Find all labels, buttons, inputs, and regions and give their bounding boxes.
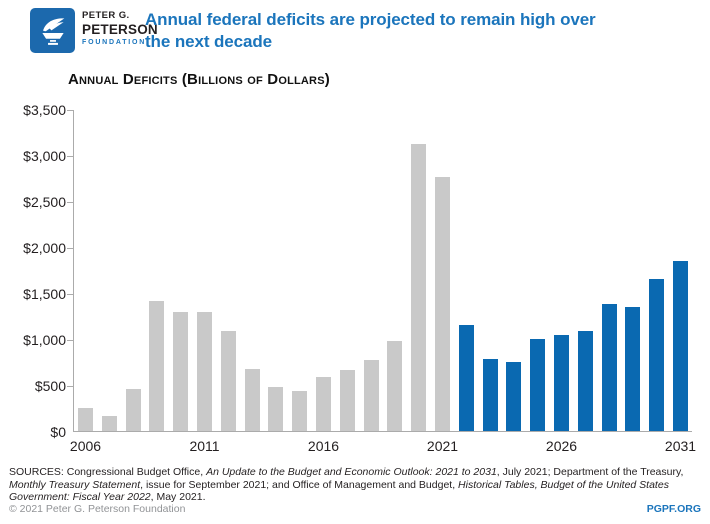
bar-2022 <box>458 325 474 431</box>
y-tick-mark <box>67 202 73 203</box>
bar-2010 <box>173 312 189 431</box>
brand-logo: PETER G. PETERSON FOUNDATION <box>30 8 158 53</box>
copyright-text: © 2021 Peter G. Peterson Foundation <box>9 503 186 515</box>
bar-2026 <box>553 335 569 431</box>
brand-wordmark: PETER G. PETERSON FOUNDATION <box>82 8 158 46</box>
y-tick-label: $2,500 <box>23 194 66 210</box>
y-tick-mark <box>67 386 73 387</box>
source-text: , May 2021. <box>150 491 206 504</box>
bar-2013 <box>244 368 260 431</box>
bar-2028 <box>601 303 617 431</box>
y-tick-mark <box>67 340 73 341</box>
y-tick-mark <box>67 110 73 111</box>
bar-2015 <box>292 390 308 431</box>
page-title-line-2: the next decade <box>145 32 272 52</box>
x-axis-line <box>73 431 692 432</box>
bar-2025 <box>530 338 546 431</box>
x-tick-label-2011: 2011 <box>189 438 220 454</box>
source-title: Monthly Treasury Statement <box>9 478 141 491</box>
y-axis-line <box>73 110 74 432</box>
torch-icon <box>41 17 64 45</box>
bar-2014 <box>268 386 284 431</box>
bar-2030 <box>649 279 665 431</box>
source-title: An Update to the Budget and Economic Out… <box>206 466 497 478</box>
x-tick-label-2021: 2021 <box>426 438 459 454</box>
source-text: , July 2021; Department of the Treasury, <box>496 466 684 478</box>
bar-2021 <box>434 176 450 431</box>
bar-2011 <box>196 311 212 431</box>
bar-2018 <box>363 359 379 431</box>
bar-2017 <box>339 370 355 431</box>
pgpf-org-link[interactable]: PGPF.ORG <box>646 503 701 515</box>
bar-2006 <box>78 408 93 431</box>
y-tick-label: $1,000 <box>23 332 66 348</box>
bar-2023 <box>482 358 498 431</box>
brand-line-3: FOUNDATION <box>82 39 147 46</box>
bar-2027 <box>577 331 593 431</box>
bar-2029 <box>625 306 641 431</box>
y-tick-label: $500 <box>34 378 66 394</box>
brand-line-1: PETER G. <box>82 10 130 21</box>
source-title: Historical Tables, Budget of the United … <box>9 478 669 504</box>
page-title: Annual federal deficits are projected to… <box>145 9 695 54</box>
page-title-line-1: Annual federal deficits are projected to… <box>145 10 596 29</box>
y-tick-label: $3,500 <box>23 102 66 118</box>
y-axis-labels: $0 $500 $1,000 $1,500 $2,000 $2,500 $3,000 $3,5… <box>0 102 66 440</box>
x-tick-label-2016: 2016 <box>307 438 340 454</box>
plot-area: 2006 2011 2016 2021 2026 2031 <box>67 110 696 454</box>
sources-text: SOURCES: Congressional Budget Office, An… <box>9 466 704 504</box>
bar-2008 <box>125 388 141 431</box>
y-tick-label: $0 <box>50 424 66 440</box>
bar-2016 <box>315 377 331 431</box>
y-tick-label: $3,000 <box>23 148 66 164</box>
y-tick-mark <box>67 294 73 295</box>
bars-container: 2006 2011 2016 2021 2026 2031 <box>70 110 696 454</box>
y-tick-mark <box>67 248 73 249</box>
chart-title: Annual Deficits (Billions of Dollars) <box>68 71 330 88</box>
brand-line-2: PETERSON <box>82 21 158 37</box>
bar-2031 <box>672 260 688 431</box>
source-text: SOURCES: Congressional Budget Office, <box>9 466 207 478</box>
footer: © 2021 Peter G. Peterson Foundation PGPF… <box>9 503 701 515</box>
bar-2019 <box>387 340 403 431</box>
bar-2024 <box>506 361 522 431</box>
bar-2020 <box>411 143 427 431</box>
x-tick-label-2006: 2006 <box>69 438 102 454</box>
y-tick-label: $1,500 <box>23 286 66 302</box>
x-tick-label-2026: 2026 <box>545 438 578 454</box>
y-tick-label: $2,000 <box>23 240 66 256</box>
bar-2012 <box>220 331 236 431</box>
source-text: , issue for September 2021; and Office o… <box>140 478 459 491</box>
bar-2009 <box>149 301 165 431</box>
y-tick-mark <box>67 156 73 157</box>
logo-box <box>30 8 75 53</box>
bar-2007 <box>101 416 117 431</box>
x-tick-label-2031: 2031 <box>664 438 697 454</box>
